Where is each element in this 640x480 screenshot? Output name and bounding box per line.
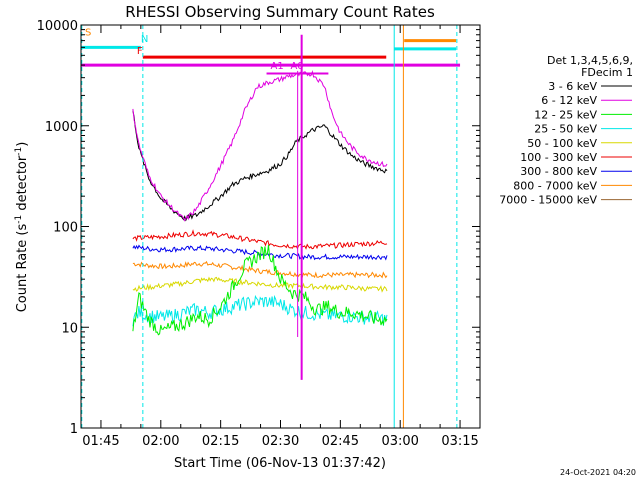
- y-axis-label-main: Count Rate (s: [15, 224, 30, 313]
- y-tick-label-4: 10000: [37, 19, 78, 34]
- legend-label-1: 6 - 12 keV: [541, 94, 597, 107]
- observing-bars: S NF A1 A0: [81, 25, 461, 428]
- x-tick-label-3: 02:30: [262, 434, 299, 449]
- legend-header-1: FDecim 1: [581, 66, 633, 79]
- axes: 1 10 100 1000 10000 01:45 02:00 02:15 02:30 02:45…: [37, 19, 481, 449]
- y-tick-label-0: 1: [70, 422, 78, 437]
- legend-label-8: 7000 - 15000 keV: [499, 194, 597, 207]
- legend-label-6: 300 - 800 keV: [520, 165, 597, 178]
- legend-header-0: Det 1,3,4,5,6,9,: [547, 54, 633, 67]
- annotation-label-4: A0: [290, 61, 303, 72]
- y-axis-label: Count Rate (s-1 detector-1): [14, 142, 30, 313]
- legend-label-4: 50 - 100 keV: [527, 137, 597, 150]
- x-tick-label-0: 01:45: [82, 434, 119, 449]
- x-tick-label-6: 03:15: [441, 434, 478, 449]
- y-tick-label-3: 1000: [45, 120, 78, 135]
- series-line-5: [132, 229, 388, 250]
- legend-label-7: 800 - 7000 keV: [513, 179, 597, 192]
- series-line-4: [132, 276, 388, 293]
- legend-label-5: 100 - 300 keV: [520, 151, 597, 164]
- annotation-label-2: F: [137, 46, 143, 57]
- axes-frame: [80, 24, 481, 429]
- footer-date: 24-Oct-2021 04:20: [560, 468, 636, 477]
- series-line-7: [132, 260, 388, 279]
- x-tick-label-4: 02:45: [322, 434, 359, 449]
- annotation-label-0: S: [85, 28, 91, 39]
- y-axis-label-sup: -1: [14, 215, 24, 224]
- y-axis-label-sup2: -1: [14, 147, 24, 156]
- y-axis-label-close: ): [15, 142, 30, 147]
- y-tick-label-2: 100: [53, 221, 78, 236]
- series-line-3: [132, 294, 388, 327]
- x-axis-label: Start Time (06-Nov-13 01:37:42): [174, 456, 386, 471]
- plot-area: [132, 70, 388, 336]
- x-tick-label-2: 02:15: [202, 434, 239, 449]
- legend-label-2: 12 - 25 keV: [534, 108, 597, 121]
- y-axis-label-tail: detector: [15, 155, 30, 215]
- legend-label-3: 25 - 50 keV: [534, 123, 597, 136]
- annotation-label-3: A1: [271, 61, 284, 72]
- series-line-1: [132, 70, 388, 222]
- annotation-label-1: N: [141, 34, 148, 45]
- x-tick-label-5: 03:00: [381, 434, 418, 449]
- series-line-2: [132, 244, 388, 336]
- series-line-6: [132, 244, 388, 261]
- series-line-0: [132, 110, 388, 222]
- legend-label-0: 3 - 6 keV: [548, 80, 597, 93]
- x-tick-label-1: 02:00: [142, 434, 179, 449]
- y-tick-label-1: 10: [61, 321, 78, 336]
- chart-title: RHESSI Observing Summary Count Rates: [125, 3, 435, 21]
